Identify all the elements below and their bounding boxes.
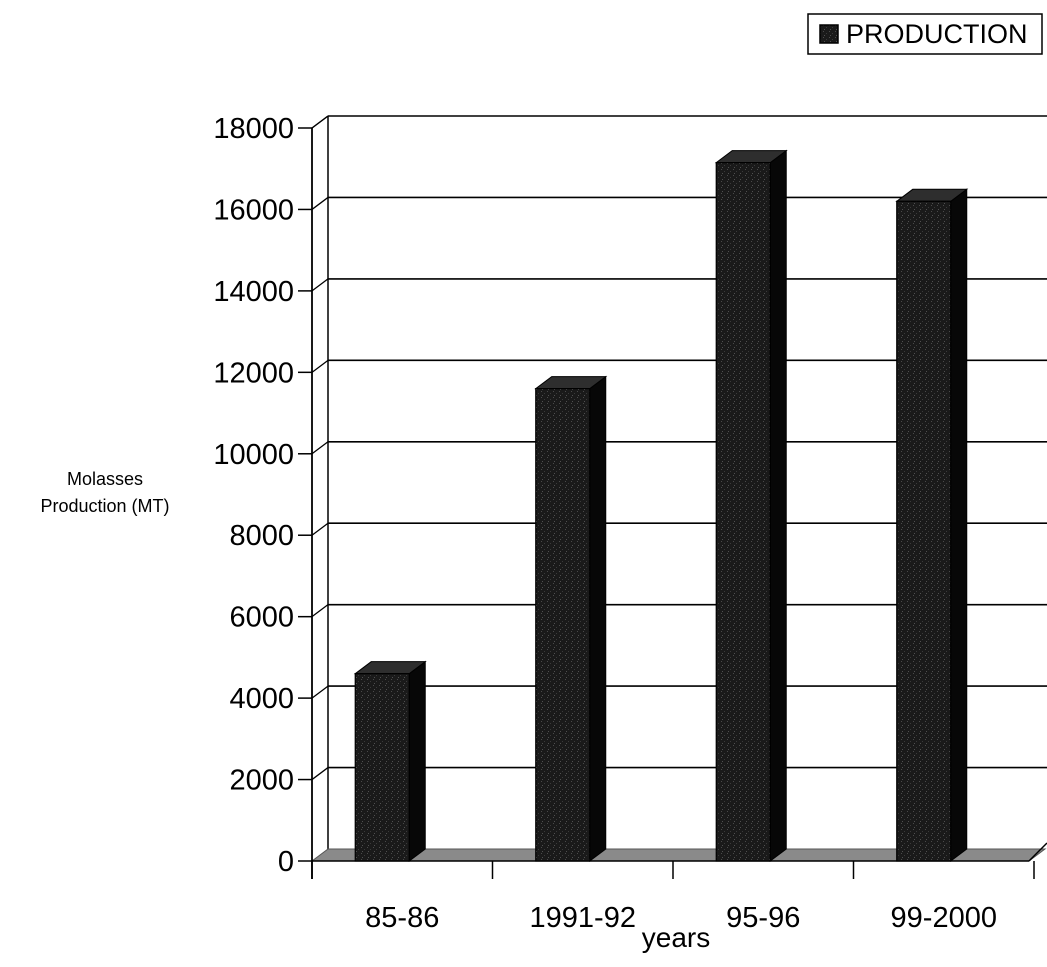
floor-right-edge (1028, 842, 1047, 862)
x-tick-label: 95-96 (726, 902, 800, 934)
bars (353, 149, 969, 862)
y-axis-title-line1: Molasses (67, 469, 143, 489)
bar-side (950, 188, 968, 862)
gridline-diagonal (311, 604, 329, 618)
y-tick-label: 0 (278, 846, 294, 878)
y-axis: 0 2000 4000 6000 8000 10000 12000 14000 16000 180… (213, 113, 313, 879)
bar (714, 149, 788, 862)
bar-side (408, 660, 426, 862)
y-tick-label: 8000 (229, 520, 294, 552)
y-tick-label: 18000 (213, 113, 294, 145)
gridline-diagonal (311, 196, 329, 210)
legend-box (807, 13, 1043, 55)
bar-front (354, 673, 410, 862)
y-tick-label: 10000 (213, 439, 294, 471)
gridline-diagonal (311, 359, 329, 373)
legend-label: PRODUCTION (846, 19, 1028, 49)
y-axis-title-line2: Production (MT) (40, 496, 169, 516)
bar (353, 660, 427, 862)
bar-side (589, 375, 607, 862)
x-tick-label: 99-2000 (891, 902, 997, 934)
x-tick-label: 1991-92 (530, 902, 636, 934)
legend: PRODUCTION (807, 13, 1043, 55)
bar-front (896, 200, 952, 862)
bar (534, 375, 608, 862)
x-tick-label: 85-86 (365, 902, 439, 934)
gridline-diagonal (311, 441, 329, 455)
bar-side (769, 149, 787, 862)
gridline-diagonal (311, 115, 329, 129)
bar-front (535, 388, 591, 862)
y-tick-label: 12000 (213, 357, 294, 389)
y-tick-label: 6000 (229, 602, 294, 634)
y-tick-label: 4000 (229, 683, 294, 715)
y-tick-label: 2000 (229, 765, 294, 797)
gridline-diagonal (311, 522, 329, 536)
bar (895, 188, 969, 862)
bar-front (715, 162, 771, 862)
y-tick-label: 16000 (213, 194, 294, 226)
gridline-diagonal (311, 685, 329, 699)
y-tick-label: 14000 (213, 276, 294, 308)
gridline-diagonal (311, 278, 329, 292)
x-axis-title: years (642, 922, 710, 953)
legend-swatch (819, 24, 839, 44)
gridline-diagonal (311, 767, 329, 781)
x-axis: 85-86 1991-92 95-96 99-2000 (311, 842, 1047, 934)
